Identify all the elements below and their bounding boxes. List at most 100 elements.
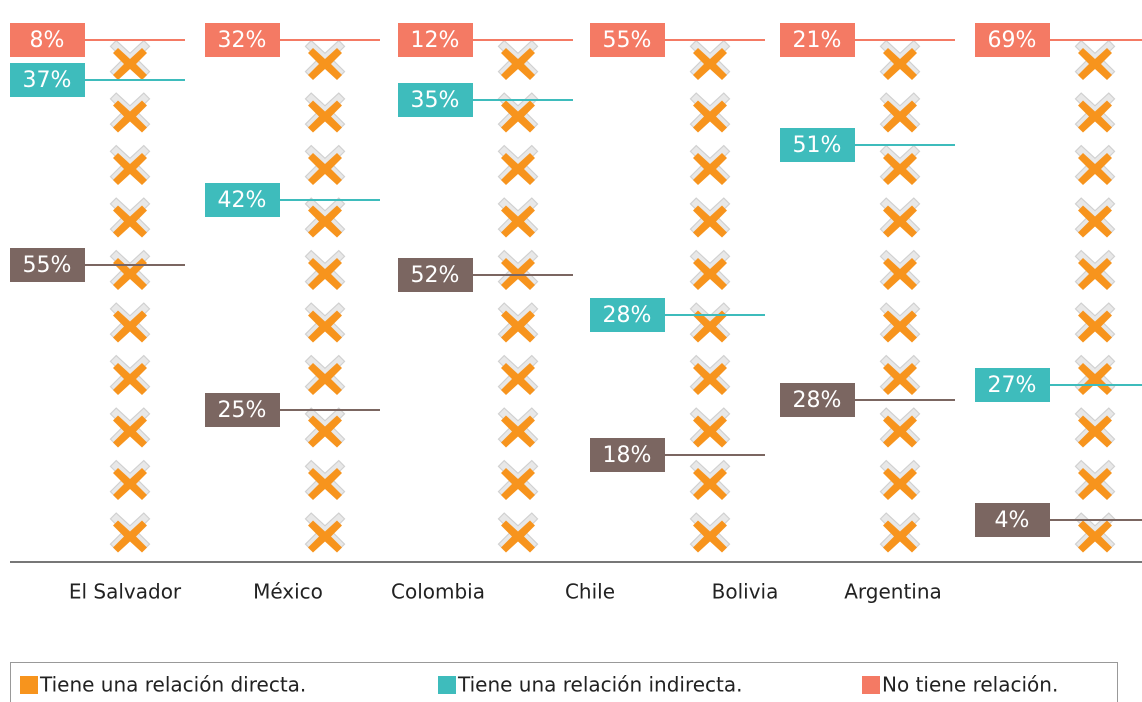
icon (693, 205, 727, 238)
x-tick-label: México (253, 580, 323, 604)
icon (1078, 310, 1112, 343)
icon (501, 468, 535, 500)
value-box (590, 23, 665, 57)
icon (308, 258, 342, 290)
icon (883, 468, 917, 500)
icon (113, 520, 147, 553)
x-tick-label: Chile (565, 580, 615, 604)
icon (883, 258, 917, 290)
value-label: 51% (793, 133, 842, 158)
value-box (10, 23, 85, 57)
value-box (975, 23, 1050, 57)
icon (113, 100, 147, 133)
value-label: 55% (603, 28, 652, 53)
value-label: 35% (411, 88, 460, 113)
value-box (398, 258, 473, 292)
icon (113, 48, 147, 80)
value-label: 69% (988, 28, 1037, 53)
value-box (205, 183, 280, 217)
icon (501, 48, 535, 80)
icon (883, 363, 917, 395)
icon (113, 205, 147, 238)
value-box (398, 23, 473, 57)
legend-swatch (20, 676, 38, 694)
value-box (590, 438, 665, 472)
value-box (975, 368, 1050, 402)
value-label: 12% (411, 28, 460, 53)
value-label: 52% (411, 263, 460, 288)
icon (1078, 258, 1112, 290)
value-box (780, 23, 855, 57)
icon (113, 468, 147, 500)
legend-label: Tiene una relación directa. (39, 673, 306, 697)
icon (501, 153, 535, 185)
value-box (780, 128, 855, 162)
icon (693, 520, 727, 553)
value-label: 28% (603, 303, 652, 328)
value-label: 8% (30, 28, 65, 53)
icon (883, 205, 917, 238)
icon (308, 310, 342, 343)
value-label: 18% (603, 443, 652, 468)
icon (883, 48, 917, 80)
value-box (205, 393, 280, 427)
value-label: 4% (995, 508, 1030, 533)
legend-box (10, 662, 1118, 702)
value-box (398, 83, 473, 117)
icon (308, 468, 342, 500)
icon (308, 415, 342, 448)
icon (501, 310, 535, 343)
icon (1078, 205, 1112, 238)
value-label: 25% (218, 398, 267, 423)
icon (113, 153, 147, 185)
value-box (10, 248, 85, 282)
icon (1078, 48, 1112, 80)
icon (693, 48, 727, 80)
legend-swatch (438, 676, 456, 694)
value-box (205, 23, 280, 57)
icon (308, 153, 342, 185)
icon (501, 100, 535, 133)
icon (1078, 520, 1112, 553)
value-box (780, 383, 855, 417)
value-label: 28% (793, 388, 842, 413)
legend-swatch (862, 676, 880, 694)
icon (308, 520, 342, 553)
value-box (590, 298, 665, 332)
icon (308, 48, 342, 80)
x-tick-label: El Salvador (69, 580, 182, 604)
legend-label: Tiene una relación indirecta. (457, 673, 743, 697)
legend-label: No tiene relación. (882, 673, 1058, 697)
icon (308, 100, 342, 133)
icon (308, 363, 342, 395)
icon (113, 415, 147, 448)
icon (501, 415, 535, 448)
icon (883, 415, 917, 448)
icon (693, 153, 727, 185)
icon (693, 258, 727, 290)
icon (693, 468, 727, 500)
icon (883, 153, 917, 185)
value-label: 42% (218, 188, 267, 213)
icon (693, 415, 727, 448)
icon (693, 310, 727, 343)
icon (693, 363, 727, 395)
x-tick-label: Bolivia (712, 580, 779, 604)
value-label: 55% (23, 253, 72, 278)
value-label: 21% (793, 28, 842, 53)
icon (113, 310, 147, 343)
icon (693, 100, 727, 133)
icon (1078, 153, 1112, 185)
value-label: 37% (23, 68, 72, 93)
icon (1078, 468, 1112, 500)
icon (501, 520, 535, 553)
icon (883, 520, 917, 553)
icon (883, 310, 917, 343)
value-label: 32% (218, 28, 267, 53)
value-label: 27% (988, 373, 1037, 398)
icon (113, 363, 147, 395)
x-tick-label: Colombia (391, 580, 485, 604)
icon (1078, 415, 1112, 448)
icon (1078, 100, 1112, 133)
